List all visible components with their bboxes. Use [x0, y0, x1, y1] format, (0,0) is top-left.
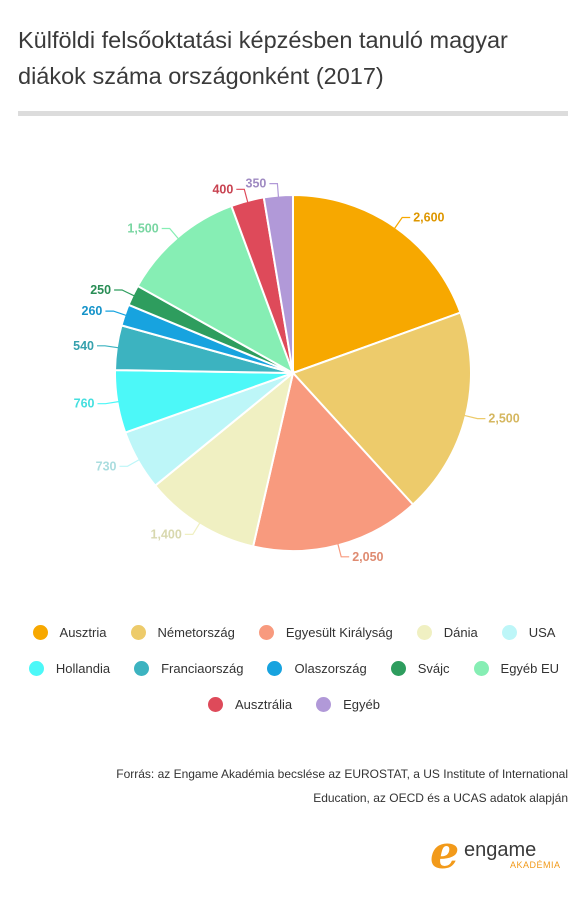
leader-line [463, 414, 486, 420]
source-line-1: Forrás: az Engame Akadémia becslése az E… [116, 767, 568, 781]
data-label: 2,050 [352, 550, 383, 564]
leader-line [236, 188, 249, 204]
logo-letter: e [430, 828, 459, 878]
legend-label: Egyéb EU [500, 661, 560, 676]
legend-marker [208, 697, 224, 712]
legend-marker [258, 625, 274, 640]
legend-label: Egyéb [343, 697, 380, 712]
leader-line [161, 227, 180, 240]
leader-line [269, 182, 280, 198]
legend-label: Franciaország [161, 661, 244, 676]
chart-title: Külföldi felsőoktatási képzésben tanuló … [18, 27, 508, 89]
legend-item-dania[interactable]: Dánia [416, 625, 478, 640]
legend-label: USA [528, 625, 556, 640]
legend-item-ausztralia[interactable]: Ausztrália [208, 697, 292, 712]
legend-item-hollandia[interactable]: Hollandia [28, 661, 111, 676]
legend-label: Dánia [443, 625, 478, 640]
legend-label: Egyesült Királyság [285, 625, 393, 640]
data-label: 250 [90, 283, 111, 297]
leader-line [393, 216, 411, 230]
legend-marker [28, 661, 44, 676]
leader-line [119, 458, 140, 467]
legend-row-3: Ausztrália Egyéb [0, 697, 588, 712]
legend-marker [134, 661, 150, 676]
legend-marker [267, 661, 283, 676]
legend-label: Németország [157, 625, 235, 640]
data-label: 760 [74, 397, 95, 411]
legend-item-egyeb-eu[interactable]: Egyéb EU [473, 661, 560, 676]
data-label: 400 [212, 182, 233, 196]
legend-item-egyeb[interactable]: Egyéb [316, 697, 380, 712]
legend-marker [501, 625, 517, 640]
legend-marker [473, 661, 489, 676]
legend-item-egyesult-kiralysag[interactable]: Egyesült Királyság [258, 625, 393, 640]
legend-label: Hollandia [55, 661, 111, 676]
source-note: Forrás: az Engame Akadémia becslése az E… [28, 762, 568, 810]
data-label: 730 [96, 459, 117, 473]
legend-label: Olaszország [294, 661, 367, 676]
leader-line [97, 345, 119, 349]
leader-line [184, 522, 201, 535]
legend-item-svajc[interactable]: Svájc [390, 661, 450, 676]
legend-item-usa[interactable]: USA [501, 625, 556, 640]
legend-label: Ausztria [59, 625, 107, 640]
leader-line [337, 543, 350, 558]
logo-subtitle: AKADÉMIA [510, 860, 561, 870]
data-label: 1,500 [127, 222, 158, 236]
legend-label: Svájc [417, 661, 450, 676]
data-label: 1,400 [151, 527, 182, 541]
legend-marker [316, 697, 332, 712]
leader-line [105, 310, 127, 317]
legend-item-ausztria[interactable]: Ausztria [32, 625, 107, 640]
title-divider [18, 111, 568, 116]
legend-item-olaszorszag[interactable]: Olaszország [267, 661, 367, 676]
data-label: 350 [246, 177, 267, 191]
data-label: 2,600 [413, 211, 444, 225]
legend-marker [390, 661, 406, 676]
legend-row-1: Ausztria Németország Egyesült Királyság … [0, 625, 588, 640]
legend: Ausztria Németország Egyesült Királyság … [0, 625, 588, 733]
legend-marker [416, 625, 432, 640]
engame-logo: e engame AKADÉMIA [430, 828, 561, 878]
source-line-2: Education, az OECD és a UCAS adatok alap… [313, 791, 568, 805]
legend-marker [130, 625, 146, 640]
leader-line [97, 400, 120, 405]
legend-item-nemetorszag[interactable]: Németország [130, 625, 235, 640]
legend-label: Ausztrália [235, 697, 293, 712]
legend-row-2: Hollandia Franciaország Olaszország Sváj… [0, 661, 588, 676]
legend-marker [32, 625, 48, 640]
leader-line [114, 289, 135, 297]
legend-item-franciaorszag[interactable]: Franciaország [134, 661, 243, 676]
logo-word: engame [464, 839, 536, 861]
data-label: 540 [73, 339, 94, 353]
data-label: 260 [82, 304, 103, 318]
pie-chart: 2,600 2,500 2,050 1,400 730 760 540 260 250 1,500… [73, 177, 520, 564]
data-label: 2,500 [488, 412, 519, 426]
